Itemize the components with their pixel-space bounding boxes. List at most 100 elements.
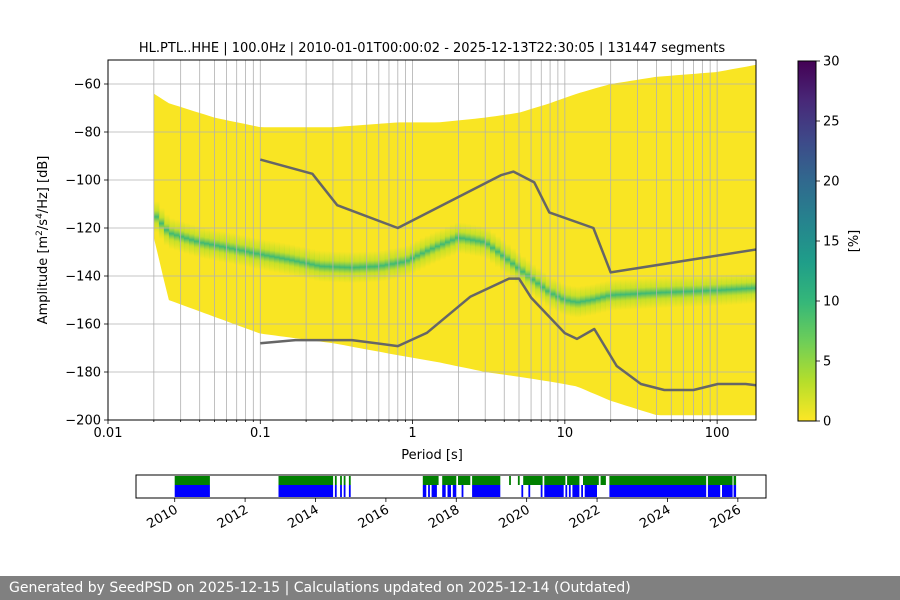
y-tick-label: −80 xyxy=(74,126,101,141)
mode-band-cell xyxy=(344,251,351,283)
mode-band-cell xyxy=(470,224,476,256)
available-data-segment xyxy=(523,476,543,485)
mode-band-cell xyxy=(625,278,632,310)
mode-band-cell xyxy=(214,230,220,262)
mode-band-cell xyxy=(284,243,290,275)
mode-band-cell xyxy=(751,272,756,304)
density-layer xyxy=(153,64,756,416)
mode-band-cell xyxy=(249,237,255,269)
mode-band-cell xyxy=(740,273,747,305)
mode-band-cell xyxy=(209,229,215,261)
mode-band-cell xyxy=(224,232,230,264)
mode-band-cell xyxy=(374,250,381,283)
processed-psd-segment xyxy=(278,485,334,497)
mode-band-cell xyxy=(194,225,200,257)
mode-band-cell xyxy=(545,275,551,307)
mode-band-cell xyxy=(725,274,732,306)
timeline-tick-label: 2020 xyxy=(497,502,533,532)
available-data-segment xyxy=(733,476,737,485)
processed-psd-segment xyxy=(568,485,571,497)
availability-timeline: 2010 2012 2014 2016 2018 2020 2022 2024 2026 xyxy=(135,474,767,532)
mode-band-cell xyxy=(480,226,486,258)
processed-psd-segment xyxy=(447,485,451,497)
available-data-segment xyxy=(442,476,457,485)
mode-band-cell xyxy=(670,276,677,308)
available-data-segment xyxy=(707,476,733,485)
mode-band-cell xyxy=(459,222,466,254)
available-data-segment xyxy=(567,476,580,485)
mode-band-cell xyxy=(404,245,411,277)
processed-psd-segment xyxy=(461,485,464,497)
mode-band-cell xyxy=(630,278,637,310)
x-tick-label: 1 xyxy=(408,426,416,441)
y-label-part-1: Amplitude [m xyxy=(36,236,51,325)
mode-band-cell xyxy=(615,279,622,311)
mode-band-cell xyxy=(189,224,195,256)
mode-band-cell xyxy=(244,236,250,268)
mode-band-cell xyxy=(299,246,305,278)
y-tick-label: −100 xyxy=(65,174,101,189)
available-data-segment xyxy=(334,476,337,485)
mode-band-cell xyxy=(520,256,526,288)
mode-band-cell xyxy=(655,277,662,309)
footer-text: Generated by SeedPSD on 2025-12-15 | Cal… xyxy=(9,580,631,596)
mode-band-cell xyxy=(304,247,310,279)
mode-band-cell xyxy=(324,251,331,283)
available-data-bars xyxy=(174,476,737,485)
x-tick-label: 100 xyxy=(705,426,730,441)
timeline-tick-label: 2012 xyxy=(215,502,251,532)
plot-area: 0.01 0.1 1 10 100 −60 −80 −100 −120 −140 −160 −180… xyxy=(65,59,757,441)
mode-band-cell xyxy=(384,249,391,281)
mode-band-cell xyxy=(439,228,446,260)
mode-band-cell xyxy=(364,251,371,283)
nlnm-curve xyxy=(260,277,756,392)
available-data-segment xyxy=(600,476,606,485)
mode-band-cell xyxy=(610,279,617,311)
processed-psd-bars xyxy=(174,485,737,497)
colorbar-tick-label: 30 xyxy=(823,55,840,70)
mode-band-cell xyxy=(510,248,516,280)
mode-band-cell xyxy=(730,273,737,305)
mode-band-cell xyxy=(560,283,566,315)
processed-psd-segment xyxy=(343,485,346,497)
mode-band-cell xyxy=(595,282,601,314)
y-tick-label: −60 xyxy=(74,78,101,93)
processed-psd-segment xyxy=(707,485,721,497)
mode-band-cell xyxy=(259,239,265,271)
mode-band-cell xyxy=(319,250,325,282)
psd-figure: HL.PTL..HHE | 100.0Hz | 2010-01-01T00:00… xyxy=(35,41,862,532)
mode-band-cell xyxy=(746,272,752,305)
y-axis-label: Amplitude [m2/s4/Hz] [dB] xyxy=(35,156,51,325)
mode-band-cell xyxy=(645,277,652,309)
mode-band-cell xyxy=(424,235,431,267)
mode-band-cell xyxy=(675,276,682,308)
mode-band-cell xyxy=(465,223,471,255)
processed-psd-segment xyxy=(528,485,531,497)
y-tick-label: −200 xyxy=(65,414,101,429)
mode-band-cell xyxy=(720,274,727,306)
processed-psd-segment xyxy=(442,485,446,497)
timeline-tick-label: 2024 xyxy=(637,502,673,532)
mode-band-cell xyxy=(735,273,742,305)
chart-title: HL.PTL..HHE | 100.0Hz | 2010-01-01T00:00… xyxy=(139,41,725,56)
timeline-tick-label: 2016 xyxy=(356,502,392,532)
available-data-segment xyxy=(278,476,334,485)
timeline-tick-label: 2026 xyxy=(708,502,744,532)
mode-band-cell xyxy=(369,251,376,283)
x-tick-label: 0.01 xyxy=(94,426,123,441)
mode-band-cell xyxy=(314,250,320,282)
processed-psd-segment xyxy=(428,485,430,497)
mode-band-cell xyxy=(640,277,647,310)
processed-psd-segment xyxy=(572,485,580,497)
y-tick-label: −160 xyxy=(65,318,101,333)
mode-band-cell xyxy=(475,225,481,257)
available-data-segment xyxy=(583,476,599,485)
mode-band-cell xyxy=(339,251,346,283)
available-data-segment xyxy=(340,476,342,485)
plot-frame xyxy=(107,59,757,421)
mode-band-cell xyxy=(585,285,591,317)
mode-band-cell xyxy=(239,235,245,267)
processed-psd-segment xyxy=(452,485,457,497)
processed-psd-segment xyxy=(581,485,583,497)
timeline-tick-label: 2018 xyxy=(426,502,462,532)
